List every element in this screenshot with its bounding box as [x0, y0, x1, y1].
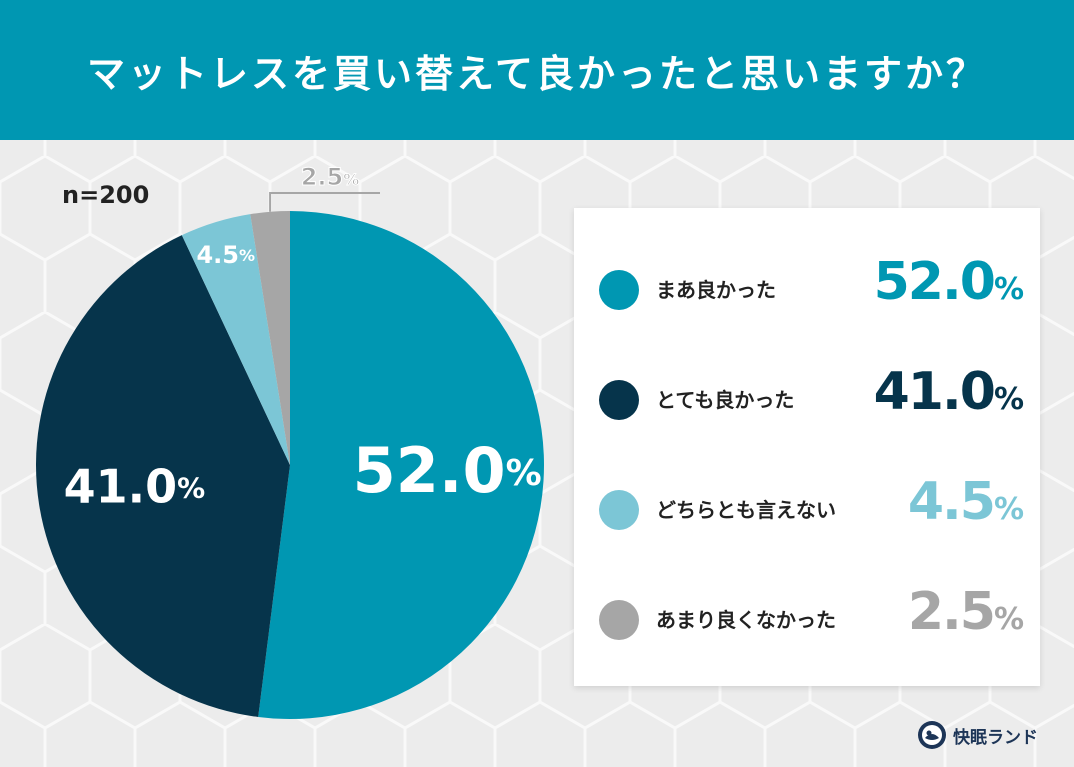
pie-label-1: 41.0%	[64, 459, 206, 513]
legend-number-0: 52.0	[873, 252, 996, 312]
legend-value-1: 41.0%	[874, 362, 1024, 422]
pie-slice-2	[181, 214, 290, 465]
sleeping-person-logo-icon	[918, 721, 946, 749]
legend-value-3: 2.5%	[908, 582, 1024, 642]
legend-unit-1: %	[993, 382, 1024, 417]
legend-label-0: まあ良かった	[656, 278, 776, 302]
legend-value-0: 52.0%	[874, 252, 1024, 312]
legend-label-1: とても良かった	[656, 388, 795, 412]
legend-value-2: 4.5%	[908, 472, 1024, 532]
legend-dot-2	[599, 490, 639, 530]
legend-item-3: あまり良くなかった 2.5%	[574, 580, 1040, 660]
pie-slice-3	[250, 211, 290, 465]
chart-title: マットレスを買い替えて良かったと思いますか？	[86, 51, 988, 96]
legend-number-2: 4.5	[907, 472, 996, 532]
pie-label-0: 52.0%	[353, 434, 542, 507]
legend-label-2: どちらとも言えない	[656, 498, 836, 522]
legend-item-1: とても良かった 41.0%	[574, 360, 1040, 440]
legend-dot-0	[599, 270, 639, 310]
legend-item-0: まあ良かった 52.0%	[574, 250, 1040, 330]
legend-number-3: 2.5	[907, 582, 996, 642]
chart-header: マットレスを買い替えて良かったと思いますか？	[0, 0, 1074, 140]
legend-dot-1	[599, 380, 639, 420]
pie-label-2: 4.5%	[196, 241, 255, 269]
legend-unit-0: %	[993, 272, 1024, 307]
brand-name: 快眠ランド	[953, 727, 1038, 748]
legend-dot-3	[599, 600, 639, 640]
pie-slice-0	[258, 211, 545, 719]
pie-slice-1	[36, 235, 291, 717]
legend-unit-2: %	[993, 492, 1024, 527]
brand: 快眠ランド	[917, 720, 1038, 750]
legend-unit-3: %	[993, 602, 1024, 637]
pie-leader-line-3	[269, 192, 380, 212]
pie-label-3: 2.5%	[301, 163, 360, 191]
sample-size-label: n=200	[62, 181, 150, 209]
legend-item-2: どちらとも言えない 4.5%	[574, 470, 1040, 550]
legend: まあ良かった 52.0% とても良かった 41.0% どちらとも言えない 4.5…	[574, 208, 1040, 686]
legend-label-3: あまり良くなかった	[656, 608, 836, 632]
legend-number-1: 41.0	[873, 362, 996, 422]
